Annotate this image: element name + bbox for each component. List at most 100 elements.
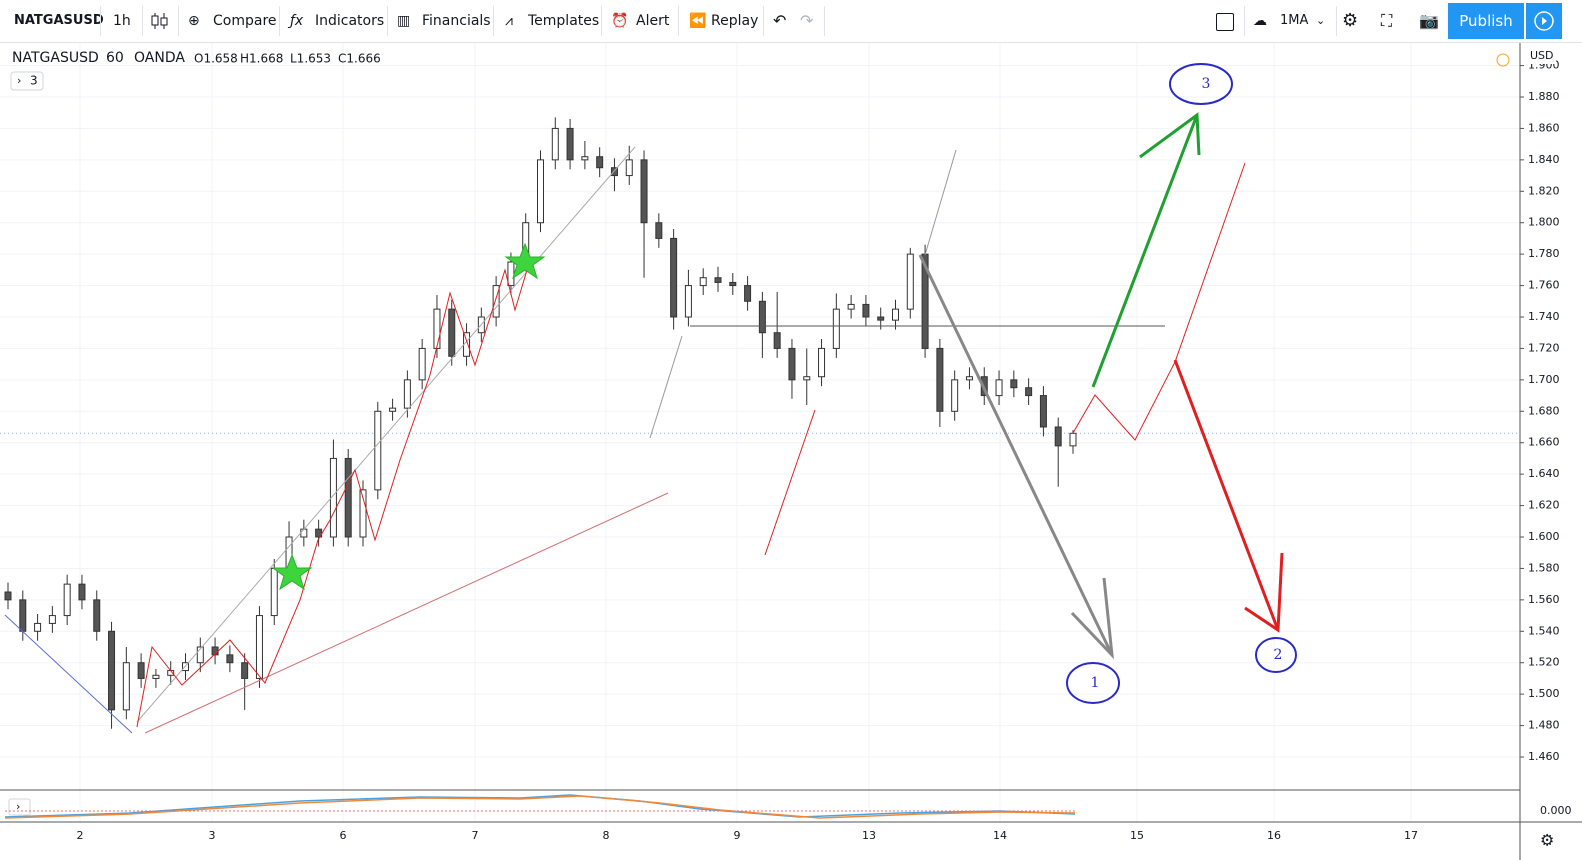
compare-icon[interactable]: ⊕ — [188, 13, 200, 29]
candle-body — [374, 410, 382, 491]
annotation-label: 2 — [1274, 647, 1283, 663]
toolbar: NATGASUSD 1h ⊕ Compare ƒx Indicators ▥ F… — [0, 0, 1582, 43]
y-tick-label: 1.780 — [1528, 247, 1560, 260]
collapsed-count: 3 — [30, 74, 38, 88]
candle-body — [551, 127, 559, 161]
interval[interactable]: 1h — [113, 13, 131, 29]
chart-style-icon[interactable] — [150, 11, 170, 53]
candle-body — [729, 281, 737, 287]
arrow-head — [1070, 577, 1114, 660]
symbol[interactable]: NATGASUSD — [14, 13, 104, 28]
dropdown-arrow[interactable]: ⌄ — [1316, 14, 1326, 27]
stream-button[interactable] — [1526, 3, 1562, 39]
candle-body — [108, 630, 116, 711]
legend-source: OANDA — [134, 50, 185, 66]
candle-body — [241, 662, 249, 679]
templates-button[interactable]: Templates — [528, 13, 600, 29]
candle-body — [936, 347, 944, 412]
undo-button[interactable]: ↶ — [773, 11, 787, 30]
snapshot-button[interactable]: 📷 — [1419, 11, 1439, 30]
indicators-icon[interactable]: ƒx — [290, 13, 304, 29]
layout-button[interactable] — [1216, 13, 1234, 31]
y-tick-label: 1.640 — [1528, 467, 1560, 480]
candle-body — [255, 615, 263, 679]
price-axis-bg — [1520, 43, 1582, 860]
arrow — [1091, 114, 1199, 388]
x-tick-label: 16 — [1267, 829, 1281, 842]
zigzag — [136, 259, 531, 728]
candle-body — [1039, 395, 1047, 428]
y-tick-label: 1.820 — [1528, 184, 1560, 197]
candle-body — [596, 156, 604, 169]
candle-body — [744, 285, 752, 302]
y-tick-label: 1.540 — [1528, 624, 1560, 637]
candle-body — [359, 489, 367, 538]
arrow-head — [1139, 112, 1201, 159]
candle-body — [758, 300, 766, 334]
replay-button[interactable]: Replay — [711, 13, 759, 29]
candle-body — [537, 159, 544, 224]
trend-line — [924, 149, 957, 256]
play-icon — [1534, 11, 1554, 31]
settings-icon[interactable]: ⚙ — [1540, 831, 1554, 850]
candle-body — [389, 407, 397, 412]
templates-icon[interactable]: ⩘ — [505, 13, 513, 29]
ellipse — [1169, 63, 1233, 105]
alert-button[interactable]: Alert — [636, 13, 670, 29]
cloud-icon[interactable]: ☁ — [1253, 13, 1267, 29]
fullscreen-button[interactable]: ⛶ — [1381, 11, 1393, 30]
candle-body — [122, 662, 130, 711]
x-tick-label: 6 — [340, 829, 347, 842]
candle-body — [773, 332, 781, 349]
redo-button[interactable]: ↷ — [800, 11, 814, 30]
annotation-label: 1 — [1091, 675, 1100, 691]
candle-body — [862, 303, 870, 318]
candle-body — [137, 662, 145, 679]
candle-body — [196, 646, 204, 664]
x-tick-label: 8 — [603, 829, 610, 842]
y-tick-label: 1.560 — [1528, 593, 1560, 606]
arrow — [1173, 359, 1280, 631]
pane-arrow: › — [16, 800, 20, 813]
candle-body — [403, 379, 411, 409]
candle-body — [344, 457, 352, 538]
financials-button[interactable]: Financials — [422, 13, 491, 29]
candle-body — [625, 159, 633, 177]
candle-body — [300, 528, 308, 538]
candle-body — [4, 591, 12, 601]
candle-body — [152, 674, 160, 679]
publish-button[interactable]: Publish — [1448, 3, 1524, 39]
candle-body — [78, 583, 86, 601]
indicator-template[interactable]: 1MA — [1280, 13, 1309, 28]
y-tick-label: 1.620 — [1528, 499, 1560, 512]
y-tick-label: 1.520 — [1528, 656, 1560, 669]
candle-body — [655, 222, 663, 239]
y-tick-label: 1.760 — [1528, 279, 1560, 292]
financials-icon[interactable]: ▥ — [397, 13, 411, 29]
candle-body — [906, 253, 914, 310]
replay-icon[interactable]: ⏪ — [689, 13, 707, 29]
candle-body — [640, 159, 648, 224]
alert-icon[interactable]: ⏰ — [611, 13, 629, 29]
candle-body — [63, 583, 71, 617]
collapse-button[interactable] — [10, 71, 44, 91]
ellipse — [1066, 662, 1120, 704]
trend-line — [4, 614, 133, 734]
trend-line — [649, 335, 683, 439]
compare-button[interactable]: Compare — [213, 13, 277, 29]
settings-button[interactable]: ⚙ — [1342, 10, 1359, 31]
y-tick-label: 1.740 — [1528, 310, 1560, 323]
candle-body — [226, 654, 234, 664]
candle-body — [34, 622, 42, 632]
collapse-arrow: › — [17, 74, 21, 87]
indicators-button[interactable]: Indicators — [315, 13, 385, 29]
trend-line — [136, 146, 636, 723]
y-tick-label: 1.600 — [1528, 530, 1560, 543]
x-tick-label: 7 — [472, 829, 479, 842]
candle-body — [19, 599, 27, 632]
candle-body — [877, 316, 885, 321]
y-tick-label: 1.480 — [1528, 719, 1560, 732]
candle-body — [610, 167, 618, 177]
candle-body — [847, 303, 855, 310]
